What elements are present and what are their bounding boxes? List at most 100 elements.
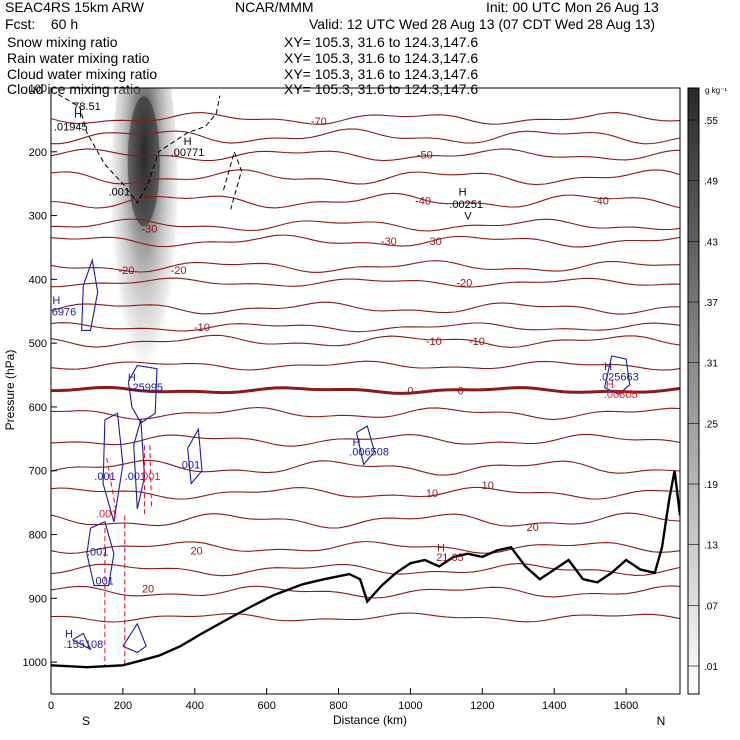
rain-extremum-label: H [606,379,614,391]
temperature-contour [51,512,680,529]
temperature-contour [51,334,680,348]
plot-area: -70 -50 -40 -40 -30 -30 -30 -20 -20 -20 -10 -10 -10 0… [37,88,680,669]
snow-extremum-label: .001 [109,186,130,198]
temperature-contour-label: -20 [171,265,187,277]
colorbar-label: .49 [704,177,718,188]
field-label-ice: Cloud ice mixing ratio [7,81,141,97]
temperature-contour [51,128,680,145]
cloud-extremum-label: .056976 [37,306,77,318]
field-label-rain: Rain water mixing ratio [7,50,150,66]
temperature-contour-label: -10 [469,336,485,348]
x-end-label-south: S [82,714,90,728]
temperature-contour-label: -20 [119,265,135,277]
y-tick-label: 700 [29,466,47,478]
y-tick-label: 900 [29,593,47,605]
temperature-contour [51,148,680,162]
snow-extremum-label: .01945 [54,121,88,133]
temperature-contour-label: 0 [407,385,413,397]
cloud-extremum-label: .25995 [129,382,163,394]
x-tick-label: 1400 [542,700,566,712]
temperature-contour-label: -40 [415,195,431,207]
title-agency: NCAR/MMM [235,0,314,15]
temperature-contour [51,360,680,371]
temperature-contour-label: 20 [190,545,202,557]
y-tick-label: 400 [29,274,47,286]
cloud-water-contour [86,521,115,587]
x-tick-label: 1200 [470,700,494,712]
chart-header: SEAC4RS 15km ARW NCAR/MMM Init: 00 UTC M… [5,0,659,97]
temperature-contour-label: -30 [426,236,442,248]
temperature-contour [51,486,680,500]
cloud-extremum-label: H [353,437,361,449]
cloud-extremum-label: .001 [94,471,115,483]
field-label-snow: Snow mixing ratio [7,34,118,50]
temperature-contour-label: 0 [458,385,464,397]
temperature-contour [51,277,680,288]
colorbar-label: .19 [704,480,718,491]
cloud-water-contour [603,355,631,395]
cloud-water-contour [133,419,146,510]
terrain-line [51,470,680,669]
rain-water-contours [104,445,153,666]
y-axis-label: Pressure (hPa) [3,350,17,431]
colorbar-label: .43 [704,237,718,248]
x-tick-label: 200 [114,700,132,712]
cloud-water-contours [72,258,631,654]
rain-water-contour [149,445,153,510]
temperature-contour-label: -20 [456,278,472,290]
x-tick-label: 1000 [398,700,422,712]
temperature-contour [51,192,680,209]
cloud-water-contour [122,622,147,654]
temperature-contour [51,322,680,333]
other-extremum-label: 21.65 [436,552,464,564]
y-tick-label: 100 [29,83,47,95]
colorbar-label: .55 [704,116,718,127]
temperature-contour-label: -30 [142,223,158,235]
temperature-contour-label: 10 [482,480,494,492]
contour-labels: -70 -50 -40 -40 -30 -30 -30 -20 -20 -20 -10 -10 -10 0… [37,101,639,651]
snow-extremum-label: .00251 [449,199,483,211]
field-xy-rain: XY= 105.3, 31.6 to 124.3,147.6 [284,50,478,66]
temperature-contour [51,301,680,315]
cloud-extremum-label: H [604,361,612,373]
cloud-extremum-label: H [128,372,136,384]
snow-extremum-label: H [459,186,467,198]
colorbar-label: .37 [704,298,718,309]
colorbar-label: .25 [704,419,718,430]
temperature-contour-label: -10 [194,322,210,334]
cloud-extremum-label: H [65,628,73,640]
colorbar-label: .13 [704,541,718,552]
x-tick-label: 400 [186,700,204,712]
colorbar-label: .07 [704,601,718,612]
snow-contour [57,93,221,204]
cloud-extremum-label: .001 [125,471,146,483]
cloud-extremum-label: .001 [87,547,108,559]
field-xy-snow: XY= 105.3, 31.6 to 124.3,147.6 [284,34,478,50]
colorbar: g kg⁻¹ .01 .07 .13 .19 .25 .31 .37 .43 .49 .55 [687,86,727,695]
x-axis-label: Distance (km) [333,713,407,727]
temperature-contour-label: -40 [593,195,609,207]
x-tick-label: 1600 [614,700,638,712]
field-label-cloud: Cloud water mixing ratio [7,66,157,82]
x-end-label-north: N [657,714,666,728]
snow-extremum-label: 78.51 [73,101,101,113]
temperature-contour [51,433,680,447]
temperature-contour [51,234,680,248]
title-init: Init: 00 UTC Mon 26 Aug 13 [486,0,659,15]
title-model: SEAC4RS 15km ARW [5,0,145,15]
colorbar-unit: g kg⁻¹ [705,86,727,95]
y-tick-label: 800 [29,530,47,542]
rain-extremum-label: .001 [139,471,160,483]
rain-water-contour [106,457,117,510]
y-tick-label: 300 [29,211,47,223]
snow-contours [57,93,243,210]
plot-frame [50,87,681,695]
x-tick-label: 800 [329,700,347,712]
temperature-contour-label: -50 [417,149,433,161]
temperature-contour [51,218,680,232]
cloud-extremum-label: .001 [92,575,113,587]
title-valid: Valid: 12 UTC Wed 28 Aug 13 (07 CDT Wed … [309,16,655,32]
y-tick-label: 500 [29,338,47,350]
temperature-contour-label: 20 [142,584,154,596]
